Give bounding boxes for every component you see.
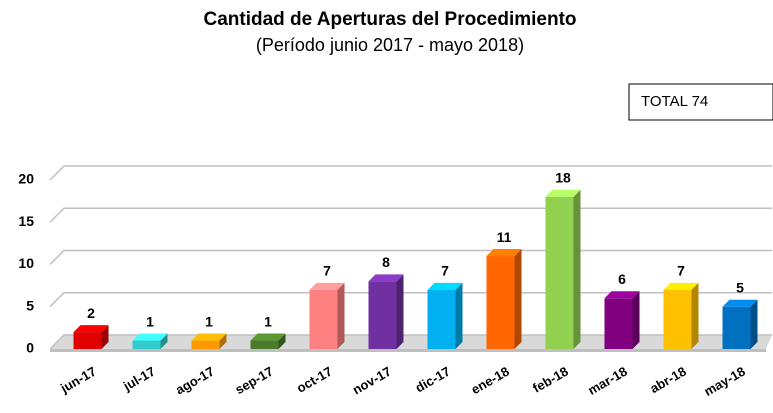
bar-side bbox=[455, 282, 463, 349]
bar bbox=[132, 340, 161, 349]
bar-side bbox=[337, 282, 345, 349]
y-tick-label: 10 bbox=[18, 255, 34, 271]
bar-top bbox=[545, 189, 581, 197]
value-label: 2 bbox=[87, 305, 95, 321]
y-tick-label: 5 bbox=[26, 297, 34, 313]
x-tick-label: jun-17 bbox=[57, 364, 99, 397]
bar-side bbox=[278, 333, 286, 349]
bar-side bbox=[691, 282, 699, 349]
bar-top bbox=[604, 291, 640, 299]
bar-top bbox=[73, 325, 109, 333]
floor bbox=[50, 335, 772, 349]
bar bbox=[486, 256, 515, 349]
bar-top bbox=[722, 299, 758, 307]
bar bbox=[368, 281, 397, 349]
grid-line bbox=[49, 249, 772, 266]
bar-top bbox=[132, 333, 168, 341]
x-tick-label: ago-17 bbox=[173, 364, 217, 398]
grid-line bbox=[49, 165, 772, 181]
x-tick-label: may-18 bbox=[701, 364, 747, 399]
bar-side bbox=[514, 249, 522, 349]
bar bbox=[427, 289, 456, 349]
grid-line bbox=[49, 292, 772, 308]
bar-top bbox=[250, 333, 286, 341]
bar bbox=[663, 289, 692, 349]
bar-top bbox=[368, 274, 404, 282]
value-label: 7 bbox=[441, 263, 449, 279]
bar bbox=[722, 306, 751, 349]
chart-title: Cantidad de Aperturas del Procedimiento bbox=[203, 9, 576, 30]
y-tick-label: 15 bbox=[18, 213, 34, 229]
x-tick-label: sep-17 bbox=[233, 364, 276, 398]
bar bbox=[191, 340, 220, 349]
bar-top bbox=[191, 333, 227, 341]
total-box bbox=[628, 83, 773, 121]
bar-side bbox=[573, 189, 581, 349]
x-tick-label: feb-18 bbox=[530, 364, 571, 396]
value-label: 8 bbox=[382, 254, 390, 270]
value-label: 1 bbox=[205, 313, 213, 329]
bar-top bbox=[427, 282, 463, 290]
bar-top bbox=[663, 282, 699, 290]
bar bbox=[604, 298, 633, 349]
bar-side bbox=[750, 299, 758, 349]
bar-top bbox=[309, 282, 345, 290]
x-tick-label: oct-17 bbox=[294, 364, 335, 396]
bar-side bbox=[396, 274, 404, 349]
x-tick-label: ene-18 bbox=[469, 364, 512, 398]
grid-line bbox=[49, 207, 772, 223]
chart-subtitle: (Período junio 2017 - mayo 2018) bbox=[256, 35, 524, 55]
value-label: 1 bbox=[264, 313, 272, 329]
value-label: 11 bbox=[497, 229, 512, 245]
bar-side bbox=[101, 325, 109, 349]
value-label: 7 bbox=[677, 263, 685, 279]
bar bbox=[73, 332, 102, 349]
x-tick-label: dic-17 bbox=[413, 364, 453, 396]
x-tick-label: abr-18 bbox=[647, 364, 688, 397]
x-tick-label: nov-17 bbox=[350, 364, 394, 398]
floor-edge bbox=[50, 349, 766, 352]
y-tick-label: 0 bbox=[26, 340, 34, 356]
value-label: 1 bbox=[146, 313, 154, 329]
bar-side bbox=[632, 291, 640, 349]
value-label: 7 bbox=[323, 263, 331, 279]
bar-side bbox=[219, 333, 227, 349]
grid-line bbox=[49, 334, 772, 350]
bar bbox=[309, 289, 338, 349]
value-label: 18 bbox=[555, 170, 571, 186]
bar bbox=[250, 340, 279, 349]
bar-top bbox=[486, 249, 522, 257]
y-tick-label: 20 bbox=[18, 171, 34, 187]
bar bbox=[545, 196, 574, 349]
x-tick-label: jul-17 bbox=[120, 364, 158, 394]
total-label: TOTAL 74 bbox=[641, 93, 708, 110]
value-label: 5 bbox=[736, 279, 744, 295]
value-label: 6 bbox=[618, 271, 626, 287]
x-tick-label: mar-18 bbox=[585, 364, 629, 398]
bar-side bbox=[160, 333, 168, 349]
